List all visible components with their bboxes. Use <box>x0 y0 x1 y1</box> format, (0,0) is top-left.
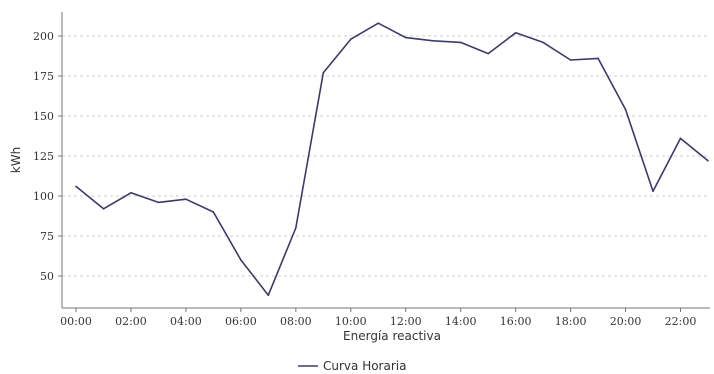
legend: Curva Horaria <box>298 359 406 373</box>
data-point <box>185 198 187 200</box>
y-tick-label: 125 <box>33 150 54 163</box>
data-point <box>514 32 517 34</box>
data-point <box>75 185 77 188</box>
data-point <box>487 52 489 55</box>
x-tick-label: 14:00 <box>445 315 477 328</box>
data-point <box>157 201 160 204</box>
y-tick-label: 200 <box>33 30 54 43</box>
y-tick-label: 75 <box>40 230 54 243</box>
y-tick-labels: 50 75 100 125 150 175 200 <box>33 30 62 283</box>
data-point <box>295 227 297 229</box>
data-point <box>569 59 572 61</box>
y-axis-label: kWh <box>9 147 23 173</box>
y-tick-label: 150 <box>33 110 54 123</box>
x-tick-label: 16:00 <box>500 315 532 328</box>
axes <box>61 12 710 309</box>
x-tick-labels: 00:00 02:00 04:00 06:00 08:00 10:00 12:00 14:00… <box>60 308 696 328</box>
data-point <box>267 294 270 297</box>
data-point <box>597 57 599 60</box>
data-point <box>404 36 407 39</box>
x-tick-label: 06:00 <box>225 315 257 328</box>
x-tick-label: 08:00 <box>280 315 312 328</box>
data-point <box>459 41 462 44</box>
data-point <box>707 160 709 162</box>
x-tick-label: 00:00 <box>60 315 92 328</box>
y-tick-label: 100 <box>33 190 54 203</box>
data-point <box>432 40 435 42</box>
legend-label: Curva Horaria <box>323 359 406 373</box>
series-lines <box>75 22 709 297</box>
grid <box>62 35 710 277</box>
data-point <box>322 72 325 74</box>
data-point <box>349 38 352 40</box>
x-tick-label: 02:00 <box>115 315 147 328</box>
data-point <box>377 22 380 25</box>
x-axis-label: Energía reactiva <box>343 329 441 343</box>
data-point <box>102 208 105 210</box>
series-line <box>75 22 709 297</box>
data-point <box>212 211 215 213</box>
data-point <box>624 108 627 111</box>
data-point <box>240 259 242 261</box>
x-tick-label: 22:00 <box>665 315 697 328</box>
y-tick-label: 50 <box>40 270 54 283</box>
x-tick-label: 04:00 <box>170 315 202 328</box>
data-point <box>130 192 132 194</box>
x-tick-label: 10:00 <box>335 315 367 328</box>
data-point <box>542 41 544 44</box>
x-tick-label: 12:00 <box>390 315 422 328</box>
data-point <box>679 137 682 140</box>
data-point <box>652 190 654 192</box>
x-tick-label: 20:00 <box>610 315 642 328</box>
x-tick-label: 18:00 <box>555 315 587 328</box>
y-tick-label: 175 <box>33 70 54 83</box>
